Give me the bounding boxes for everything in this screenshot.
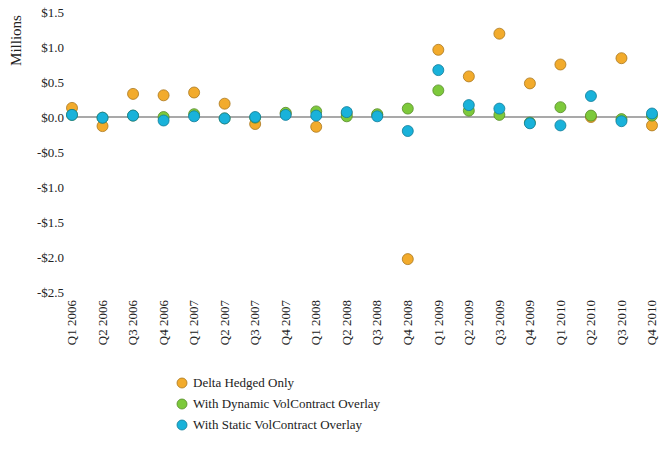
svg-text:Q3 2009: Q3 2009 (492, 300, 507, 345)
svg-text:Q1 2010: Q1 2010 (553, 300, 568, 345)
svg-text:Q1 2008: Q1 2008 (308, 300, 323, 345)
html-text:Millions: Millions (7, 15, 24, 66)
svg-text:Q2 2008: Q2 2008 (339, 300, 354, 345)
svg-text:Q4 2007: Q4 2007 (278, 300, 293, 346)
html-text:With Static VolContract Overla: With Static VolContract Overlay (193, 416, 363, 432)
svg-text:Q3 2010: Q3 2010 (614, 300, 629, 345)
svg-text:Q3 2006: Q3 2006 (125, 300, 140, 346)
html-text:Delta Hedged Only: Delta Hedged Only (193, 374, 295, 390)
svg-text:-$2.5: -$2.5 (37, 285, 64, 300)
svg-text:Q2 2007: Q2 2007 (217, 300, 232, 346)
svg-text:Q2 2006: Q2 2006 (95, 300, 110, 346)
svg-text:-$2.0: -$2.0 (37, 250, 64, 265)
svg-text:$0.5: $0.5 (41, 75, 64, 90)
svg-text:$0.0: $0.0 (41, 110, 64, 125)
svg-text:$1.0: $1.0 (41, 40, 64, 55)
svg-text:Q4 2008: Q4 2008 (400, 300, 415, 345)
html-text:With Dynamic VolContract Overl: With Dynamic VolContract Overlay (193, 395, 381, 411)
svg-text:Q3 2008: Q3 2008 (369, 300, 384, 345)
svg-text:Q1 2007: Q1 2007 (186, 300, 201, 346)
svg-text:Q1 2006: Q1 2006 (64, 300, 79, 346)
svg-text:-$1.0: -$1.0 (37, 180, 64, 195)
svg-text:$1.5: $1.5 (41, 5, 64, 20)
svg-text:-$0.5: -$0.5 (37, 145, 64, 160)
svg-text:Q2 2010: Q2 2010 (583, 300, 598, 345)
svg-text:Q4 2009: Q4 2009 (522, 300, 537, 345)
svg-text:Q2 2009: Q2 2009 (461, 300, 476, 345)
svg-text:Q3 2007: Q3 2007 (247, 300, 262, 346)
svg-text:Q4 2006: Q4 2006 (156, 300, 171, 346)
svg-text:Q1 2009: Q1 2009 (431, 300, 446, 345)
svg-text:Q4 2010: Q4 2010 (644, 300, 652, 345)
svg-text:-$1.5: -$1.5 (37, 215, 64, 230)
